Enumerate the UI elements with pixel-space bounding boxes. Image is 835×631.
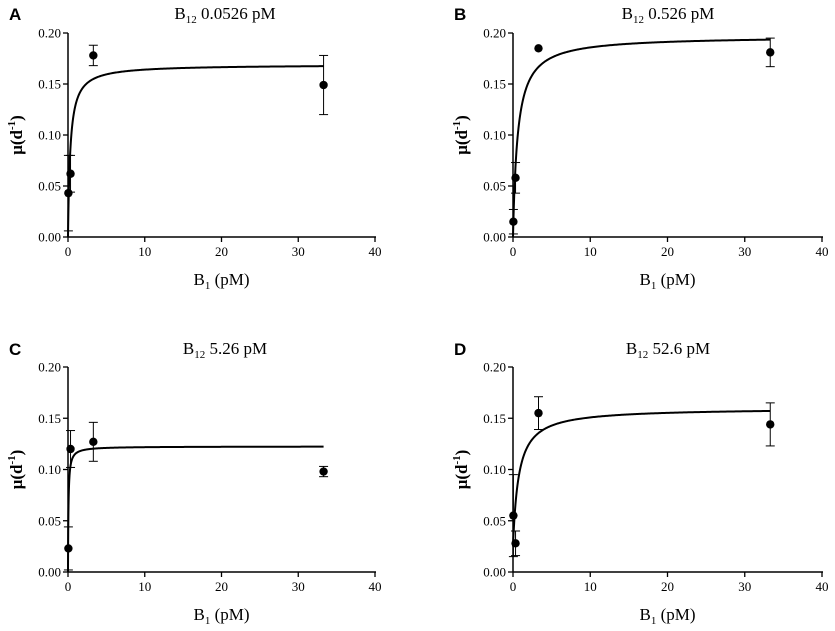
panel-c-data-point-2 xyxy=(66,444,75,454)
panel-a-label: A xyxy=(9,5,21,24)
panel-b-x-tick-label: 30 xyxy=(738,244,751,259)
panel-c-x-tick-label: 30 xyxy=(292,579,305,594)
panel-a-fit-curve xyxy=(67,65,324,237)
panel-a-y-tick-label: 0.15 xyxy=(38,77,61,92)
panel-c-y-axis-label: μ(d-1) xyxy=(6,450,26,490)
panel-c-x-axis-label: B1 (pM) xyxy=(193,605,249,627)
panel-c-x-tick-label: 20 xyxy=(215,579,228,594)
panel-b-x-axis-label: B1 (pM) xyxy=(639,270,695,292)
panel-a-x-tick-label: 40 xyxy=(369,244,382,259)
panel-b-data-point-2 xyxy=(511,173,520,183)
panel-a-y-tick-label: 0.05 xyxy=(38,179,61,194)
panel-d-data-point-3 xyxy=(534,408,543,418)
panel-a-data-point-4 xyxy=(319,80,328,90)
panel-a-x-tick-label: 20 xyxy=(215,244,228,259)
panel-b-y-tick-label: 0.20 xyxy=(483,26,506,41)
panel-b: B B12 0.526 pM 0 10 20 30 40 0.00 0.05 0.10 0.15 0.… xyxy=(451,4,829,292)
panel-a-data-point-2 xyxy=(66,169,75,178)
panel-c-fit-curve xyxy=(67,445,324,572)
panel-d-data-point-4 xyxy=(766,420,775,429)
panel-c-y-tick-label: 0.10 xyxy=(38,462,61,477)
panel-b-data-point-3 xyxy=(534,44,543,53)
panel-a-y-axis-label: μ(d-1) xyxy=(6,115,26,155)
panel-a-x-tick-label: 10 xyxy=(138,244,151,259)
panel-d-x-tick-label: 40 xyxy=(816,579,829,594)
panel-a-x-tick-label: 0 xyxy=(65,244,72,259)
panel-b-y-tick-label: 0.05 xyxy=(483,179,506,194)
panel-c-y-tick-label: 0.15 xyxy=(38,411,61,426)
panel-a-title: B12 0.0526 pM xyxy=(174,4,275,26)
panel-b-y-axis-label: μ(d-1) xyxy=(451,115,471,155)
panel-d-y-axis-label: μ(d-1) xyxy=(451,450,471,490)
panel-a-y-tick-label: 0.10 xyxy=(38,128,61,143)
panel-d-x-axis-label: B1 (pM) xyxy=(639,605,695,627)
panel-d-data-point-2 xyxy=(511,539,520,548)
panel-d-y-tick-label: 0.10 xyxy=(483,462,506,477)
panel-c-title: B12 5.26 pM xyxy=(183,339,267,361)
panel-a-y-tick-label: 0.20 xyxy=(38,26,61,41)
panel-c: C B12 5.26 pM 0 10 20 30 40 0.00 0.05 0.10 0.15 0.2… xyxy=(6,339,382,627)
panel-b-x-tick-label: 10 xyxy=(584,244,597,259)
panel-c-y-tick-label: 0.20 xyxy=(38,360,61,375)
panel-a-data-point-1 xyxy=(64,188,73,198)
panel-b-y-tick-label: 0.10 xyxy=(483,128,506,143)
panel-b-title: B12 0.526 pM xyxy=(622,4,715,26)
panel-b-y-tick-label: 0.00 xyxy=(483,230,506,245)
panel-b-x-tick-label: 20 xyxy=(661,244,674,259)
panel-a-data-point-3 xyxy=(89,51,98,60)
panel-d-fit-curve xyxy=(512,409,771,547)
panel-d-y-tick-label: 0.00 xyxy=(483,565,506,580)
panel-b-data-point-1 xyxy=(509,217,518,226)
panel-c-data-point-1 xyxy=(64,544,73,553)
panel-b-y-tick-label: 0.15 xyxy=(483,77,506,92)
panel-b-label: B xyxy=(454,5,466,24)
panel-d-y-tick-label: 0.20 xyxy=(483,360,506,375)
panel-c-y-tick-label: 0.05 xyxy=(38,513,61,528)
panel-d-y-tick-label: 0.05 xyxy=(483,513,506,528)
panel-a-x-tick-label: 30 xyxy=(292,244,305,259)
panel-a: A B12 0.0526 pM 0 10 20 30 40 0.00 0.05 0.10 0.15 0… xyxy=(6,4,382,292)
panel-d-title: B12 52.6 pM xyxy=(626,339,710,361)
panel-c-data-point-3 xyxy=(89,437,98,447)
panel-d: D B12 52.6 pM 0 10 20 30 40 0.00 0.05 0.10 0.15 0.2… xyxy=(451,339,829,627)
panel-c-y-tick-label: 0.00 xyxy=(38,565,61,580)
panel-b-x-tick-label: 40 xyxy=(816,244,829,259)
panel-d-x-tick-label: 0 xyxy=(510,579,517,594)
panel-b-data-point-4 xyxy=(766,48,775,57)
panel-a-y-tick-label: 0.00 xyxy=(38,230,61,245)
panel-a-x-axis-label: B1 (pM) xyxy=(193,270,249,292)
panel-d-x-tick-label: 30 xyxy=(738,579,751,594)
panel-d-x-tick-label: 20 xyxy=(661,579,674,594)
panel-d-label: D xyxy=(454,340,466,359)
panel-c-x-tick-label: 40 xyxy=(369,579,382,594)
panel-c-label: C xyxy=(9,340,21,359)
panel-b-x-tick-label: 0 xyxy=(510,244,517,259)
panel-c-x-tick-label: 0 xyxy=(65,579,72,594)
panel-d-x-tick-label: 10 xyxy=(584,579,597,594)
panel-b-fit-curve xyxy=(512,38,771,237)
panel-d-y-tick-label: 0.15 xyxy=(483,411,506,426)
panel-d-data-point-1 xyxy=(509,511,518,520)
panel-c-x-tick-label: 10 xyxy=(138,579,151,594)
panel-c-data-point-4 xyxy=(319,467,328,476)
